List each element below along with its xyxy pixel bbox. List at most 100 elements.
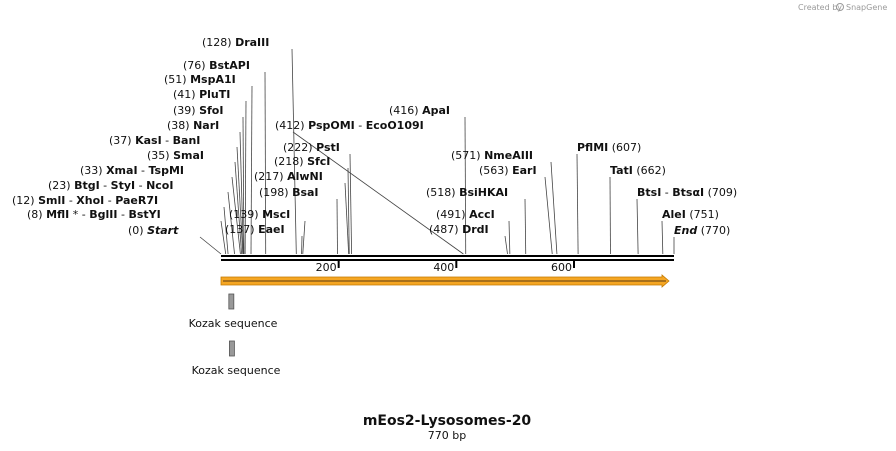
site-leader-line: [227, 191, 235, 255]
cut-position: (491): [436, 208, 469, 221]
restriction-site-label[interactable]: (12) SmlI - XhoI - PaeR7I: [12, 194, 158, 207]
cut-position: (41): [173, 88, 199, 101]
enzyme-name: NcoI: [146, 179, 173, 192]
enzyme-name: NarI: [193, 119, 219, 132]
site-leader-line: [349, 153, 353, 255]
site-leader-line: [234, 161, 242, 255]
snapgene-credit: Created by SnapGene: [798, 3, 887, 12]
enzyme-name: AccI: [469, 208, 495, 221]
cut-position: (571): [451, 149, 484, 162]
enzyme-name: BstYI: [128, 208, 160, 221]
cut-position: -: [100, 179, 111, 192]
site-leader-line: [291, 48, 297, 255]
site-leader-line: [264, 71, 267, 255]
restriction-site-label[interactable]: (487) DrdI: [429, 223, 489, 236]
cut-position: (12): [12, 194, 38, 207]
enzyme-name: BglII: [89, 208, 117, 221]
site-leader-line: [544, 176, 553, 255]
cut-position: (218): [274, 155, 307, 168]
cut-position: (662): [633, 164, 666, 177]
restriction-site-label[interactable]: (76) BstAPI: [183, 59, 250, 72]
cut-position: -: [117, 208, 128, 221]
enzyme-name: End: [674, 224, 697, 237]
enzyme-name: EarI: [512, 164, 536, 177]
cut-position: (33): [80, 164, 106, 177]
enzyme-name: ApaI: [422, 104, 450, 117]
enzyme-name: TatI: [610, 164, 633, 177]
restriction-site-label[interactable]: (416) ApaI: [389, 104, 450, 117]
sequence-length: 770 bp: [428, 429, 466, 442]
enzyme-name: KasI: [135, 134, 162, 147]
ruler-tick-label: 600: [551, 261, 572, 274]
kozak-sequence-1[interactable]: [228, 293, 235, 310]
restriction-site-label[interactable]: (128) DraIII: [202, 36, 269, 49]
site-leader-line: [347, 167, 350, 255]
restriction-site-label[interactable]: End (770): [674, 224, 730, 237]
site-leader-line: [524, 198, 527, 255]
cut-position: (8): [27, 208, 46, 221]
restriction-site-label[interactable]: (139) MscI: [229, 208, 290, 221]
enzyme-name: MspA1I: [190, 73, 236, 86]
restriction-site-label[interactable]: (218) SfcI: [274, 155, 330, 168]
restriction-site-label[interactable]: (38) NarI: [167, 119, 219, 132]
restriction-site-label[interactable]: (571) NmeAIII: [451, 149, 533, 162]
enzyme-name: BtgI: [74, 179, 100, 192]
kozak-sequence-1-label: Kozak sequence: [189, 317, 278, 330]
enzyme-name: XhoI: [76, 194, 104, 207]
cut-position: (412): [275, 119, 308, 132]
cut-position: (198): [259, 186, 292, 199]
site-leader-line: [464, 116, 467, 255]
restriction-site-label[interactable]: (51) MspA1I: [164, 73, 236, 86]
restriction-site-label[interactable]: (137) EaeI: [225, 223, 285, 236]
restriction-site-label[interactable]: (217) AlwNI: [254, 170, 323, 183]
dna-backbone: [221, 255, 674, 261]
cut-position: (487): [429, 223, 462, 236]
restriction-site-label[interactable]: (491) AccI: [436, 208, 495, 221]
enzyme-name: SmlI: [38, 194, 65, 207]
enzyme-name: EcoO109I: [366, 119, 424, 132]
cut-position: (35): [147, 149, 173, 162]
restriction-site-label[interactable]: (518) BsiHKAI: [426, 186, 508, 199]
site-leader-line: [344, 182, 350, 255]
credit-prefix: Created by: [798, 3, 842, 12]
cut-position: -: [104, 194, 115, 207]
restriction-site-label[interactable]: (563) EarI: [479, 164, 537, 177]
restriction-site-label[interactable]: (41) PluTI: [173, 88, 230, 101]
restriction-site-label[interactable]: AleI (751): [662, 208, 719, 221]
restriction-site-label[interactable]: PflMI (607): [577, 141, 641, 154]
restriction-site-label[interactable]: (23) BtgI - StyI - NcoI: [48, 179, 173, 192]
cut-position: * -: [69, 208, 89, 221]
restriction-site-label[interactable]: BtsI - BtsαI (709): [637, 186, 737, 199]
restriction-site-label[interactable]: (35) SmaI: [147, 149, 204, 162]
restriction-site-label[interactable]: TatI (662): [610, 164, 666, 177]
enzyme-name: BstAPI: [209, 59, 250, 72]
enzyme-name: AleI: [662, 208, 686, 221]
restriction-site-label[interactable]: (412) PspOMI - EcoO109I: [275, 119, 424, 132]
cut-position: (76): [183, 59, 209, 72]
restriction-site-label[interactable]: (222) PstI: [283, 141, 340, 154]
credit-brand: SnapGene: [846, 3, 887, 12]
cut-position: (222): [283, 141, 316, 154]
site-leader-line: [504, 235, 508, 255]
enzyme-name: DrdI: [462, 223, 489, 236]
ruler-tick-label: 400: [433, 261, 454, 274]
restriction-site-label[interactable]: (198) BsaI: [259, 186, 319, 199]
restriction-site-label[interactable]: (8) MflI * - BglII - BstYI: [27, 208, 161, 221]
restriction-site-label[interactable]: (33) XmaI - TspMI: [80, 164, 184, 177]
cut-position: (0): [128, 224, 147, 237]
site-leader-line: [223, 206, 229, 255]
restriction-site-label[interactable]: (39) SfoI: [173, 104, 223, 117]
cut-position: (137): [225, 223, 258, 236]
features-track: Kozak sequence Kozak sequence: [189, 274, 670, 377]
site-leader-line: [244, 100, 247, 255]
kozak-sequence-2[interactable]: [229, 340, 235, 357]
enzyme-name: BtsI: [637, 186, 661, 199]
enzyme-name: PflMI: [577, 141, 608, 154]
restriction-site-label[interactable]: (0) Start: [128, 224, 179, 237]
cut-position: (37): [109, 134, 135, 147]
cut-position: (563): [479, 164, 512, 177]
restriction-site-label[interactable]: (37) KasI - BanI: [109, 134, 200, 147]
enzyme-name: DraIII: [235, 36, 269, 49]
ruler: 200 400 600: [316, 261, 575, 274]
